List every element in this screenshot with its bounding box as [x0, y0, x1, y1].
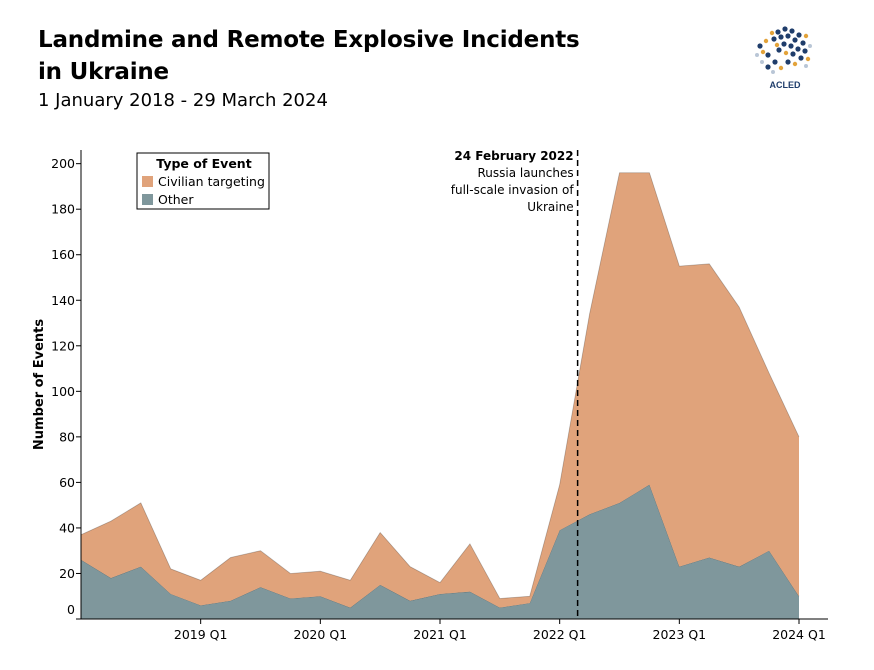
- x-tick-label: 2022 Q1: [533, 627, 587, 642]
- globe-icon: [755, 26, 812, 74]
- y-tick-label: 0: [67, 602, 75, 617]
- y-tick-label: 200: [51, 156, 75, 171]
- annotation-text: Ukraine: [527, 200, 573, 214]
- y-axis-label: Number of Events: [32, 319, 47, 450]
- y-tick-label: 180: [51, 202, 75, 217]
- y-tick-label: 40: [59, 520, 75, 535]
- y-tick-label: 140: [51, 293, 75, 308]
- annotation-date: 24 February 2022: [454, 149, 573, 163]
- y-tick-label: 60: [59, 475, 75, 490]
- y-tick-label: 120: [51, 338, 75, 353]
- x-tick-label: 2019 Q1: [174, 627, 228, 642]
- legend-label: Other: [158, 192, 194, 207]
- area-other: [81, 484, 799, 619]
- annotation-text: Russia launches: [477, 166, 573, 180]
- area-series-group: [80, 172, 800, 619]
- x-tick-label: 2023 Q1: [653, 627, 707, 642]
- legend-title: Type of Event: [156, 156, 251, 171]
- y-tick-label: 80: [59, 429, 75, 444]
- legend-swatch: [142, 194, 153, 205]
- axes-group: 0 20 40 60 80 100 120 140 160 180 200 2019 Q1 2020 Q…: [32, 150, 828, 642]
- legend-box: [136, 152, 270, 210]
- line-civilian-targeting: [80, 172, 800, 599]
- area-civilian-targeting: [81, 172, 799, 608]
- legend: Type of Event Civilian targeting Other: [136, 152, 270, 210]
- chart-title: Landmine and Remote Explosive Incidents …: [38, 27, 580, 85]
- logo-text: ACLED: [769, 80, 801, 90]
- y-tick-label: 100: [51, 384, 75, 399]
- y-tick-label: 20: [59, 566, 75, 581]
- legend-swatch: [142, 176, 153, 187]
- x-tick-label: 2024 Q1: [772, 627, 826, 642]
- x-tick-label: 2020 Q1: [294, 627, 348, 642]
- y-tick-label: 160: [51, 247, 75, 262]
- annotation-text: full-scale invasion of: [451, 183, 575, 197]
- chart-subtitle: 1 January 2018 - 29 March 2024: [38, 90, 328, 111]
- acled-logo: ACLED: [748, 22, 822, 94]
- invasion-annotation: 24 February 2022 Russia launches full-scal…: [451, 149, 579, 619]
- legend-label: Civilian targeting: [158, 174, 265, 189]
- x-tick-label: 2021 Q1: [413, 627, 467, 642]
